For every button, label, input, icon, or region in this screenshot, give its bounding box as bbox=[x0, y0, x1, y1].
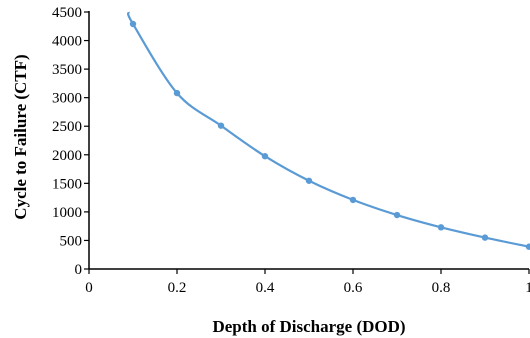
x-tick-label: 0.4 bbox=[256, 280, 275, 296]
x-tick-label: 0.8 bbox=[432, 280, 451, 296]
data-point bbox=[129, 20, 137, 28]
data-point bbox=[261, 153, 269, 160]
y-tick-label: 3500 bbox=[52, 62, 82, 78]
y-tick-label: 4500 bbox=[52, 5, 82, 21]
y-tick-label: 500 bbox=[60, 233, 83, 249]
data-point bbox=[305, 177, 313, 184]
y-tick-label: 2000 bbox=[52, 148, 82, 164]
x-tick-label: 0 bbox=[85, 280, 93, 296]
y-tick-label: 4000 bbox=[52, 34, 82, 50]
y-tick-label: 1000 bbox=[52, 205, 82, 221]
y-tick-label: 2500 bbox=[52, 119, 82, 135]
y-tick-label: 1500 bbox=[52, 176, 82, 192]
axes: 0 500 1000 1500 2000 2500 3000 3500 4000 4500 0 0.2… bbox=[52, 5, 530, 296]
axis-labels: Depth of Discharge (DOD) Cycle to Failur… bbox=[11, 54, 406, 336]
data-point bbox=[437, 224, 445, 231]
data-point bbox=[173, 89, 181, 97]
x-tick-label: 0.2 bbox=[168, 280, 187, 296]
data-point bbox=[217, 122, 225, 129]
x-tick-label: 0.6 bbox=[344, 280, 363, 296]
data-point bbox=[349, 196, 357, 204]
data-point bbox=[481, 234, 489, 241]
series-line bbox=[126, 11, 530, 248]
x-tick-label: 1 bbox=[525, 280, 530, 296]
y-axis-title: Cycle to Failure (CTF) bbox=[11, 54, 30, 219]
y-tick-label: 3000 bbox=[52, 91, 82, 107]
x-axis-title: Depth of Discharge (DOD) bbox=[212, 317, 405, 336]
data-point bbox=[525, 243, 530, 250]
plot-area bbox=[126, 11, 530, 250]
y-tick-label: 0 bbox=[75, 262, 83, 278]
data-point bbox=[393, 211, 401, 219]
